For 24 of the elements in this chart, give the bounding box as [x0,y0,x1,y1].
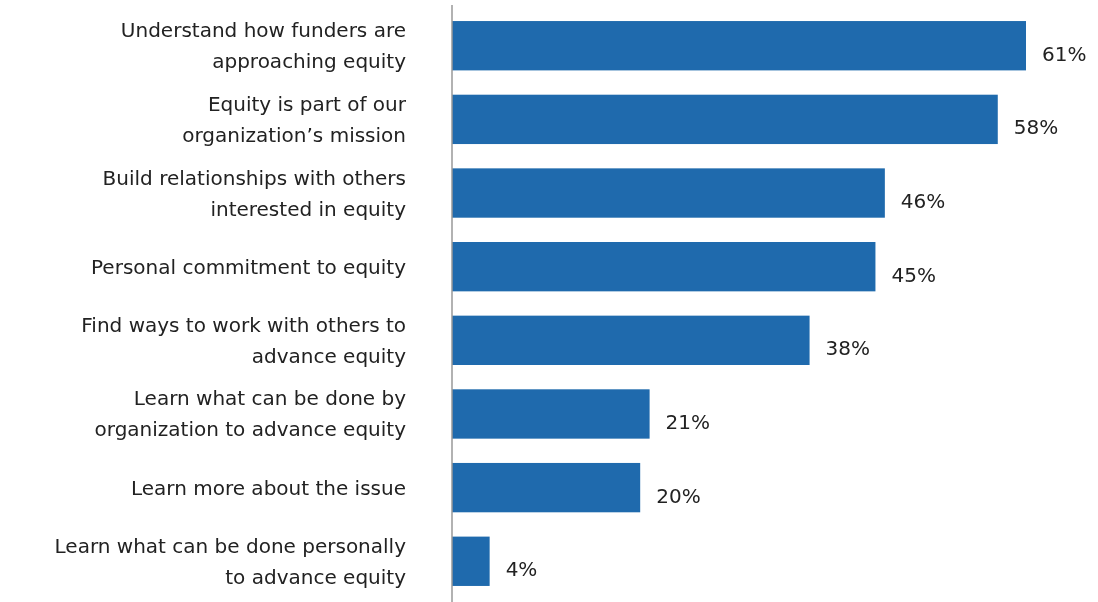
data-label: 21% [665,409,711,434]
data-label: 46% [900,189,946,214]
y-tick-label: Understand how funders are approaching equity [120,18,407,74]
bar [452,536,490,586]
y-tick-label: Learn what can be done personally to advance equity [54,533,407,589]
bar [452,21,1026,71]
y-tick-label: Find ways to work with others to advance equity [81,312,407,368]
y-tick-label: Personal commitment to equity [91,254,407,279]
y-tick-label: Build relationships with others interested in equity [102,165,407,221]
y-tick-label: Equity is part of our organization’s mission [182,91,407,147]
data-label: 38% [825,336,871,361]
y-tick-label: Learn more about the issue [130,475,406,500]
data-label: 4% [505,557,538,582]
bar [452,94,998,145]
data-label: 61% [1042,41,1087,66]
data-label: 20% [656,483,701,508]
data-label: 58% [1013,115,1059,140]
data-label: 45% [891,262,936,287]
bar [452,315,810,365]
bar [452,168,885,218]
bar [452,462,641,513]
bar [452,389,650,439]
bar [452,242,876,292]
y-tick-label: Learn what can be done by organization to advance equity [94,386,407,442]
